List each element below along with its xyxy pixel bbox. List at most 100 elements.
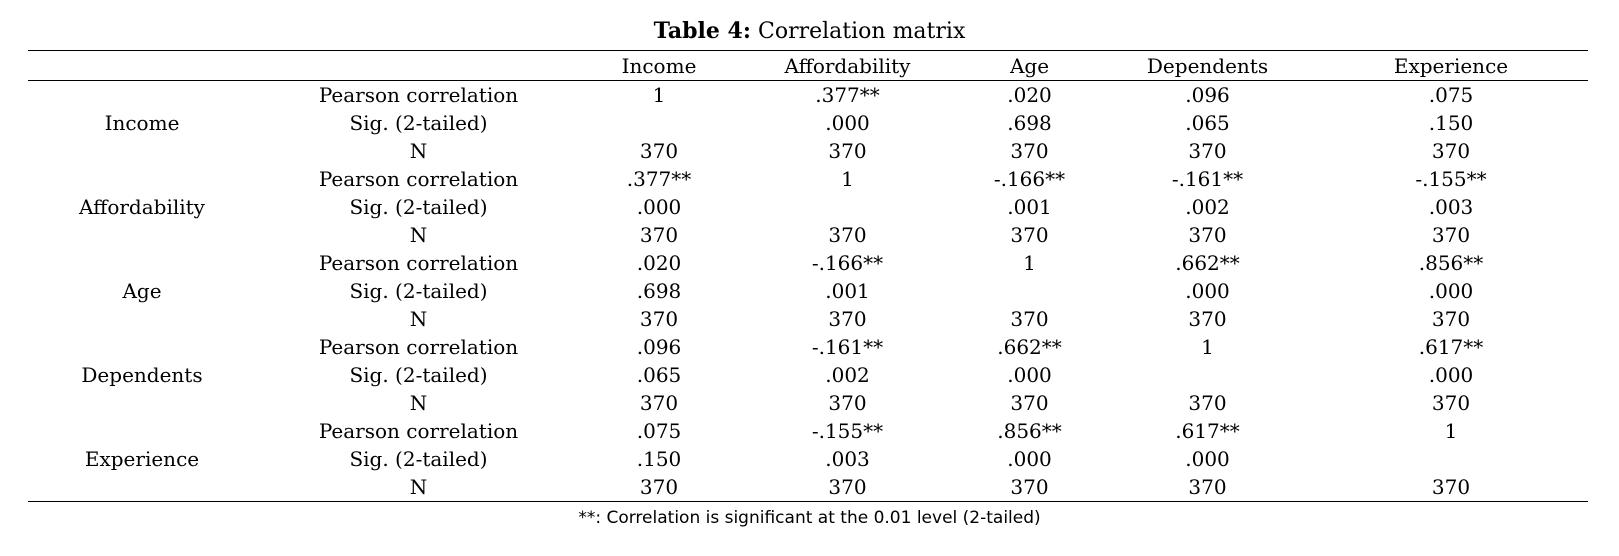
- statistic-label: Sig. (2-tailed): [349, 195, 488, 219]
- column-header-experience: Experience: [1393, 53, 1509, 78]
- row-group-label: Age: [122, 279, 162, 303]
- row-group-label: Dependents: [81, 363, 203, 387]
- cell-income: .150: [636, 447, 682, 471]
- cell-dependents: .065: [1185, 111, 1230, 135]
- cell-income: .698: [636, 279, 682, 303]
- cell-age: .000: [1007, 363, 1052, 387]
- cell-dependents: .000: [1185, 279, 1230, 303]
- cell-affordability: .003: [825, 447, 870, 471]
- cell-affordability: -.161**: [811, 335, 884, 359]
- cell-experience: 370: [1431, 139, 1471, 163]
- cell-affordability: .002: [825, 363, 870, 387]
- cell-affordability: -.155**: [811, 419, 884, 443]
- cell-experience: -.155**: [1415, 167, 1487, 191]
- cell-age: 370: [1010, 391, 1049, 415]
- table-row: Dependents Pearson correlation .096 -.161**…: [28, 333, 1588, 387]
- table-title: Table 4: Correlation matrix: [0, 16, 1619, 47]
- cell-income: .075: [636, 419, 682, 443]
- cell-age: 1: [1023, 251, 1036, 275]
- cell-age: .000: [1007, 447, 1052, 471]
- table-row: N 370 370 370 370 370: [28, 137, 1588, 165]
- cell-dependents: [1101, 361, 1314, 389]
- cell-age: 370: [1010, 223, 1049, 247]
- cell-age: .020: [1007, 83, 1052, 107]
- cell-affordability: 370: [828, 223, 867, 247]
- cell-experience: 370: [1431, 307, 1471, 331]
- cell-experience: .000: [1428, 363, 1474, 387]
- statistic-label: N: [409, 391, 428, 415]
- column-header-income: Income: [621, 53, 697, 78]
- cell-income: .000: [636, 195, 682, 219]
- cell-affordability: 370: [828, 391, 867, 415]
- cell-income: .020: [636, 251, 682, 275]
- cell-experience: .617**: [1418, 335, 1484, 359]
- cell-dependents: .617**: [1175, 419, 1240, 443]
- table-row: Age Pearson correlation .020 -.166** 1 .662**…: [28, 249, 1588, 303]
- cell-income: [581, 109, 737, 137]
- row-group-label: Experience: [84, 447, 200, 471]
- cell-age: -.166**: [993, 167, 1066, 191]
- cell-dependents: 370: [1188, 139, 1227, 163]
- table-row: Sig. (2-tailed) .000 .001 .002 .003: [28, 193, 1588, 221]
- row-group-label: Income: [104, 111, 180, 135]
- cell-experience: .000: [1428, 279, 1474, 303]
- cell-experience: .150: [1428, 111, 1474, 135]
- cell-income: .377**: [626, 167, 692, 191]
- cell-age: 370: [1010, 139, 1049, 163]
- cell-experience: 1: [1444, 419, 1458, 443]
- table-row: Sig. (2-tailed) .065 .002 .000 .000: [28, 361, 1588, 389]
- row-group-label: Affordability: [79, 195, 205, 219]
- cell-income: .065: [636, 363, 682, 387]
- cell-experience: .003: [1428, 195, 1474, 219]
- cell-affordability: .001: [825, 279, 870, 303]
- cell-affordability: 370: [828, 307, 867, 331]
- statistic-label: Pearson correlation: [318, 251, 519, 275]
- corner-cell: [28, 51, 256, 81]
- statistic-label: Pearson correlation: [318, 167, 519, 191]
- cell-income: .096: [636, 335, 682, 359]
- cell-dependents: .096: [1185, 83, 1230, 107]
- cell-age: .856**: [997, 419, 1062, 443]
- cell-experience: [1314, 445, 1588, 473]
- statistic-label: Sig. (2-tailed): [349, 363, 488, 387]
- table-row: Affordability Pearson correlation .377** 1 -…: [28, 165, 1588, 219]
- statistic-label: Pearson correlation: [318, 419, 519, 443]
- statistic-label: Sig. (2-tailed): [349, 279, 488, 303]
- cell-affordability: [737, 193, 958, 221]
- cell-affordability: .000: [825, 111, 870, 135]
- header-row: Income Affordability Age Dependents Expe…: [28, 50, 1588, 81]
- cell-experience: 370: [1431, 223, 1471, 247]
- table-row: Experience Pearson correlation .075 -.155**…: [28, 417, 1588, 471]
- cell-dependents: -.161**: [1171, 167, 1244, 191]
- cell-age: .662**: [997, 335, 1062, 359]
- table-row: N 370 370 370 370 370: [28, 221, 1588, 249]
- cell-dependents: 370: [1188, 391, 1227, 415]
- cell-income: 370: [639, 307, 679, 331]
- cell-affordability: 370: [828, 475, 867, 499]
- cell-experience: .856**: [1418, 251, 1484, 275]
- cell-income: 370: [639, 139, 679, 163]
- table-row: Sig. (2-tailed) .000 .698 .065 .150: [28, 109, 1588, 137]
- cell-dependents: 370: [1188, 223, 1227, 247]
- table-row: Sig. (2-tailed) .150 .003 .000 .000: [28, 445, 1588, 473]
- column-header-affordability: Affordability: [784, 53, 911, 78]
- cell-dependents: 1: [1201, 335, 1214, 359]
- table-footnote: **: Correlation is significant at the 0.…: [578, 508, 1041, 528]
- cell-age: 370: [1010, 475, 1049, 499]
- column-header-age: Age: [1009, 53, 1050, 78]
- cell-experience: 370: [1431, 391, 1471, 415]
- cell-affordability: 1: [841, 167, 854, 191]
- table-body: Income Pearson correlation 1 .377** .020 .096…: [28, 81, 1588, 502]
- statistic-label: Sig. (2-tailed): [349, 447, 488, 471]
- cell-affordability: 370: [828, 139, 867, 163]
- correlation-table: Income Affordability Age Dependents Expe…: [28, 50, 1588, 502]
- cell-dependents: .662**: [1175, 251, 1240, 275]
- statistic-label: Sig. (2-tailed): [349, 111, 488, 135]
- statistic-label: N: [409, 307, 428, 331]
- cell-income: 370: [639, 475, 679, 499]
- cell-income: 370: [639, 223, 679, 247]
- statistic-label: N: [409, 139, 428, 163]
- table-row: Income Pearson correlation 1 .377** .020 .096…: [28, 81, 1588, 135]
- cell-dependents: 370: [1188, 307, 1227, 331]
- cell-experience: 370: [1431, 475, 1471, 499]
